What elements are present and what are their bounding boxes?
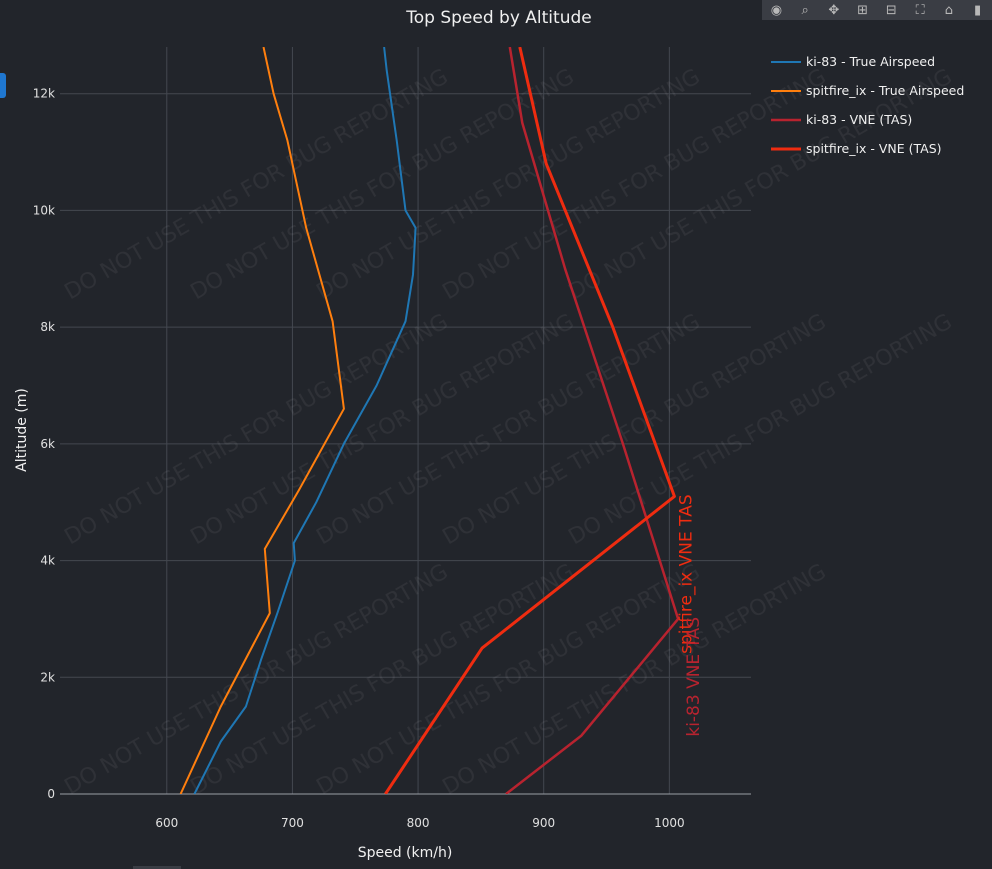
modebar: ◉ ⌕ ✥ ⊞ ⊟ ⛶ ⌂ ▮	[762, 0, 992, 20]
y-tick-label: 4k	[40, 554, 55, 568]
series-group	[179, 47, 680, 794]
x-axis-title: Speed (km/h)	[358, 845, 453, 861]
series-line-2[interactable]	[179, 47, 345, 794]
chart-title: Top Speed by Altitude	[405, 8, 591, 28]
y-tick-label: 10k	[33, 203, 55, 217]
x-tick-label: 600	[155, 816, 178, 830]
x-tick-label: 900	[532, 816, 555, 830]
x-tick-label: 800	[407, 816, 430, 830]
legend-item-2[interactable]: spitfire_ix - True Airspeed	[806, 83, 964, 98]
sidebar-toggle-tab[interactable]	[0, 73, 6, 98]
x-tick-label: 700	[281, 816, 304, 830]
annotation-1: spitfire_ix VNE TAS	[676, 494, 696, 653]
legend-item-4[interactable]: spitfire_ix - VNE (TAS)	[806, 141, 942, 156]
plotly-logo-icon[interactable]: ▮	[974, 2, 982, 18]
x-tick-label: 1000	[654, 816, 685, 830]
y-axis-title: Altitude (m)	[14, 388, 30, 472]
series-line-1[interactable]	[193, 47, 417, 794]
y-tick-label: 6k	[40, 437, 55, 451]
series-line-4[interactable]	[384, 47, 676, 794]
zoom-icon[interactable]: ⌕	[801, 2, 809, 18]
zoom-out-icon[interactable]: ⊟	[885, 2, 897, 18]
home-icon[interactable]: ⌂	[944, 2, 953, 18]
y-tick-label: 12k	[33, 87, 55, 101]
camera-icon[interactable]: ◉	[770, 2, 783, 18]
autoscale-icon[interactable]: ⛶	[915, 2, 925, 18]
y-tick-label: 8k	[40, 320, 55, 334]
pan-icon[interactable]: ✥	[828, 2, 840, 18]
resize-handle[interactable]	[133, 866, 181, 869]
series-line-3[interactable]	[505, 47, 680, 794]
annotation-2: ki-83 VNE TAS	[684, 617, 704, 737]
y-tick-label: 2k	[40, 670, 55, 684]
legend-item-1[interactable]: ki-83 - True Airspeed	[806, 54, 935, 69]
y-tick-label: 0	[47, 787, 55, 801]
zoom-in-icon[interactable]: ⊞	[857, 2, 869, 18]
legend-item-3[interactable]: ki-83 - VNE (TAS)	[806, 112, 912, 127]
